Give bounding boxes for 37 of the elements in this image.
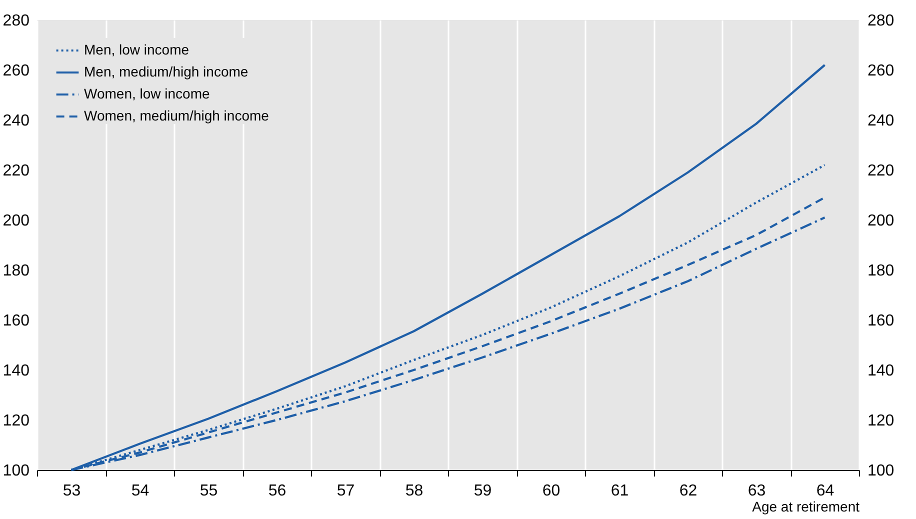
y2-tick-label: 260 bbox=[868, 62, 894, 80]
y-tick-label: 240 bbox=[2, 112, 30, 130]
y-tick-label: 160 bbox=[2, 312, 30, 330]
y2-tick-label: 200 bbox=[868, 212, 894, 230]
y-tick-label: 140 bbox=[2, 362, 30, 380]
legend-label: Women, low income bbox=[84, 86, 210, 102]
y2-tick-label: 100 bbox=[868, 462, 894, 480]
x-tick-label: 57 bbox=[336, 482, 355, 500]
y-tick-label: 220 bbox=[2, 162, 30, 180]
legend-label: Men, low income bbox=[84, 42, 190, 58]
y2-tick-label: 240 bbox=[868, 112, 894, 130]
x-tick-label: 59 bbox=[474, 482, 492, 500]
y-tick-label: 180 bbox=[2, 262, 30, 280]
x-tick-label: 53 bbox=[62, 482, 81, 500]
y-tick-label: 100 bbox=[2, 462, 30, 480]
x-tick-label: 56 bbox=[268, 482, 286, 500]
y-tick-label: 120 bbox=[2, 412, 30, 430]
y-tick-label: 200 bbox=[2, 212, 30, 230]
y2-tick-label: 180 bbox=[868, 262, 894, 280]
y2-tick-label: 120 bbox=[868, 412, 894, 430]
x-tick-label: 54 bbox=[131, 482, 150, 500]
y2-tick-label: 140 bbox=[868, 362, 894, 380]
x-tick-label: 58 bbox=[405, 482, 424, 500]
x-tick-label: 62 bbox=[679, 482, 698, 500]
x-tick-label: 60 bbox=[542, 482, 560, 500]
y-tick-label: 280 bbox=[2, 12, 30, 30]
legend-label: Women, medium/high income bbox=[84, 108, 270, 124]
x-tick-label: 55 bbox=[200, 482, 218, 500]
y2-tick-label: 160 bbox=[868, 312, 894, 330]
x-tick-label: 63 bbox=[748, 482, 766, 500]
x-tick-label: 64 bbox=[816, 482, 834, 500]
y2-tick-label: 280 bbox=[868, 12, 894, 30]
x-axis-title: Age at retirement bbox=[752, 498, 860, 514]
x-tick-label: 61 bbox=[610, 482, 629, 500]
y2-tick-label: 220 bbox=[868, 162, 894, 180]
y-tick-label: 260 bbox=[2, 62, 30, 80]
legend-label: Men, medium/high income bbox=[84, 64, 248, 80]
